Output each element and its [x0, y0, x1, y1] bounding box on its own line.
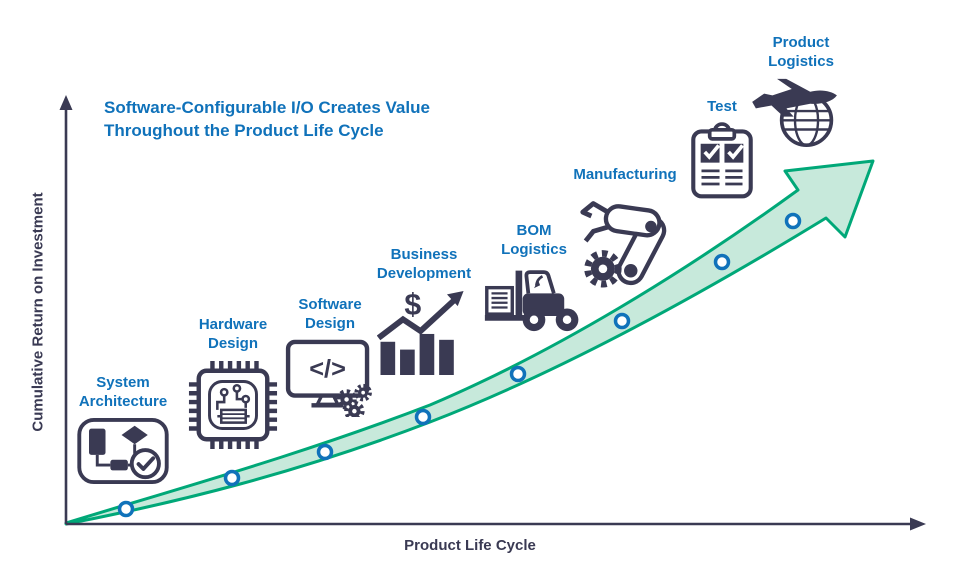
stage-test: Test: [682, 98, 762, 200]
y-axis-arrowhead: [59, 95, 73, 110]
stage-software-design: Software Design </>: [279, 296, 381, 417]
code-glyph: </>: [309, 355, 346, 383]
curve-marker: [509, 365, 527, 383]
curve-markers: [117, 212, 802, 518]
stage-business-development: Business Development $: [365, 246, 483, 375]
stage-hardware-design: Hardware Design: [177, 316, 289, 451]
stage-label: Software Design: [298, 296, 362, 332]
curve-marker: [613, 312, 631, 330]
curve-marker: [223, 469, 241, 487]
robot-arm-gear-icon: [580, 200, 667, 288]
flowchart-check-icon: [77, 417, 169, 484]
stage-label: Manufacturing: [573, 166, 677, 183]
stage-label: Test: [707, 98, 737, 115]
curve-marker: [117, 500, 135, 518]
x-axis-arrowhead: [910, 517, 926, 531]
curve-marker: [414, 408, 432, 426]
stage-label: BOM Logistics: [501, 222, 567, 258]
forklift-icon: [484, 269, 579, 331]
curve-marker: [713, 253, 731, 271]
y-axis-label: Cumulative Return on Investment: [29, 192, 47, 432]
airplane-silhouette: [752, 78, 837, 117]
stage-label: Hardware Design: [198, 316, 268, 352]
airplane-globe-icon: [752, 78, 837, 147]
x-axis-label: Product Life Cycle: [404, 537, 536, 554]
stage-label: Business Development: [376, 246, 472, 282]
checklist-clipboard-icon: [691, 122, 753, 199]
dollar-glyph: $: [404, 289, 421, 321]
curve-marker: [784, 212, 802, 230]
stage-product-logistics: Product Logistics: [748, 34, 854, 147]
stage-label: Product Logistics: [768, 34, 834, 70]
stage-system-architecture: System Architecture: [61, 374, 185, 485]
growth-chart-icon: $: [377, 289, 464, 375]
microchip-icon: [188, 360, 278, 449]
code-monitor-gears-icon: </>: [285, 339, 372, 417]
chart-title: Software-Configurable I/O Creates Value …: [104, 98, 430, 140]
stage-label: System Architecture: [78, 374, 168, 410]
growth-arrow: [64, 159, 875, 526]
stage-manufacturing: Manufacturing: [560, 166, 690, 290]
curve-marker: [316, 443, 334, 461]
stage-bom-logistics: BOM Logistics: [477, 222, 591, 333]
axes: [64, 106, 912, 526]
